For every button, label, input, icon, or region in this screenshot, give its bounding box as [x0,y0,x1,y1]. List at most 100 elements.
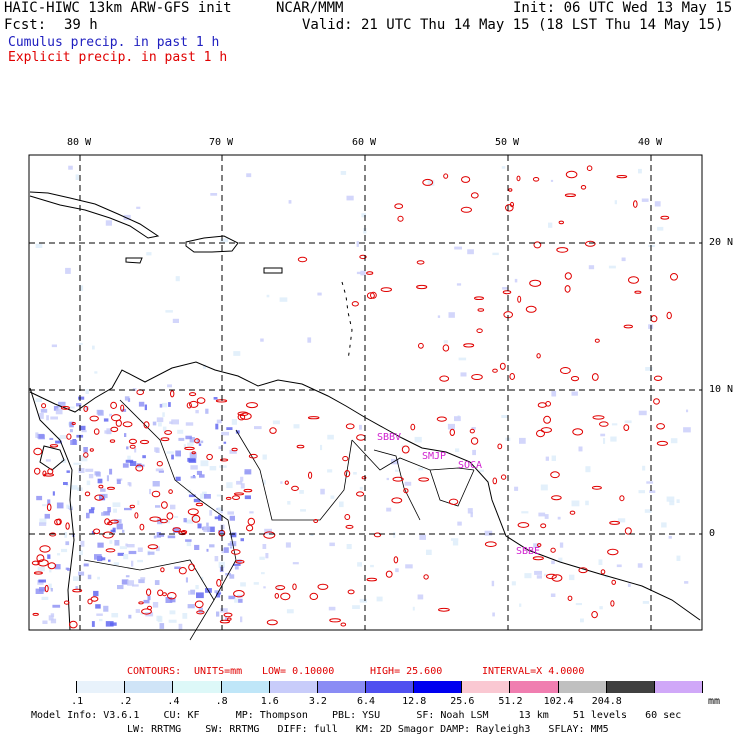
explicit-contour [180,530,188,534]
cumulus-cell [46,415,49,421]
cumulus-cell [395,469,399,472]
explicit-contour [439,375,450,382]
cumulus-cell [137,500,140,505]
cumulus-cell [125,543,128,547]
explicit-contour [340,622,347,627]
cumulus-cell [195,585,199,590]
explicit-contour [656,423,665,430]
cumulus-cell [185,422,194,426]
cumulus-cell [178,623,183,630]
explicit-contour [342,456,349,462]
cumulus-cell [185,539,192,542]
cumulus-cell [405,564,413,569]
cumulus-cell [158,422,162,427]
cumulus-cell [100,493,108,499]
explicit-contour [31,560,40,566]
cumulus-cell [327,434,334,440]
cumulus-cell [205,408,209,414]
cumulus-cell [231,419,237,425]
explicit-contour [410,423,416,431]
cumulus-cell [502,287,508,290]
cumulus-cell [370,564,374,568]
cumulus-cell [213,397,218,400]
cumulus-cell [146,252,152,256]
cumulus-cell [217,507,223,512]
colorbar-tick-label: 102.4 [543,696,574,707]
explicit-contour [393,556,399,564]
contours-interval: INTERVAL=X 4.0000 [482,666,585,677]
explicit-contour [46,503,52,512]
cumulus-cell [135,609,140,613]
cumulus-cell [470,512,473,518]
cumulus-cell [454,246,462,250]
explicit-contour [167,592,177,600]
cumulus-cell [117,552,124,556]
explicit-contour [502,290,512,295]
cumulus-cell [88,474,94,479]
cumulus-cell [329,542,335,547]
explicit-contour [607,548,619,556]
explicit-contour [403,488,409,494]
cumulus-cell [642,465,646,471]
explicit-contour [309,592,319,601]
cumulus-cell [169,610,176,615]
explicit-contour [329,618,342,623]
cumulus-cell [107,507,111,513]
explicit-contour [536,429,545,438]
cumulus-cell [641,198,649,202]
cumulus-cell [240,476,244,482]
explicit-contour [166,512,174,520]
explicit-contour [592,415,605,420]
explicit-contour [516,175,521,182]
cumulus-cell [69,429,73,433]
explicit-contour [98,484,104,489]
colorbar-tick-label: 25.6 [450,696,475,707]
explicit-contour [280,592,291,601]
cumulus-cell [223,547,229,553]
cumulus-cell [514,486,519,491]
cumulus-cell [544,573,548,577]
cumulus-cell [91,530,94,534]
cumulus-cell [220,608,228,613]
cumulus-cell [279,297,288,302]
cumulus-cell [189,437,195,443]
cumulus-cell [231,532,237,537]
cumulus-cell [200,440,204,444]
cumulus-cell [187,457,196,462]
cumulus-cell [117,585,124,590]
explicit-contour [517,522,530,528]
cumulus-cell [642,601,649,604]
model-info-line2: LW: RRTMG SW: RRTMG DIFF: full KM: 2D Sm… [127,724,609,735]
cumulus-cell [50,416,58,420]
cumulus-cell [114,540,120,546]
cumulus-cell [467,508,473,514]
colorbar-box [77,681,126,693]
explicit-contour [83,405,89,412]
cumulus-cell [125,575,130,578]
explicit-contour [284,480,289,485]
cumulus-cell [94,371,98,374]
cumulus-cell [137,559,143,563]
cumulus-cell [136,206,141,209]
cumulus-cell [454,416,461,422]
cumulus-cell [356,241,359,247]
cumulus-cell [571,391,578,396]
cumulus-cell [39,518,47,524]
cumulus-cell [359,598,367,603]
cumulus-cell [519,437,526,444]
cumulus-cell [357,562,362,567]
cumulus-cell [457,521,462,526]
cumulus-cell [249,511,254,514]
explicit-contour [151,490,161,498]
forecast-label: Fcst: [4,17,47,33]
cumulus-cell [92,345,95,350]
cumulus-cell [346,195,354,201]
explicit-contour [274,593,279,599]
cumulus-cell [162,426,167,432]
explicit-contour [653,375,663,381]
explicit-contour [560,367,571,374]
cumulus-cell [185,519,193,523]
cumulus-cell [122,463,129,468]
explicit-contour [105,548,116,553]
colorbar-tick-label: 1.6 [260,696,279,707]
